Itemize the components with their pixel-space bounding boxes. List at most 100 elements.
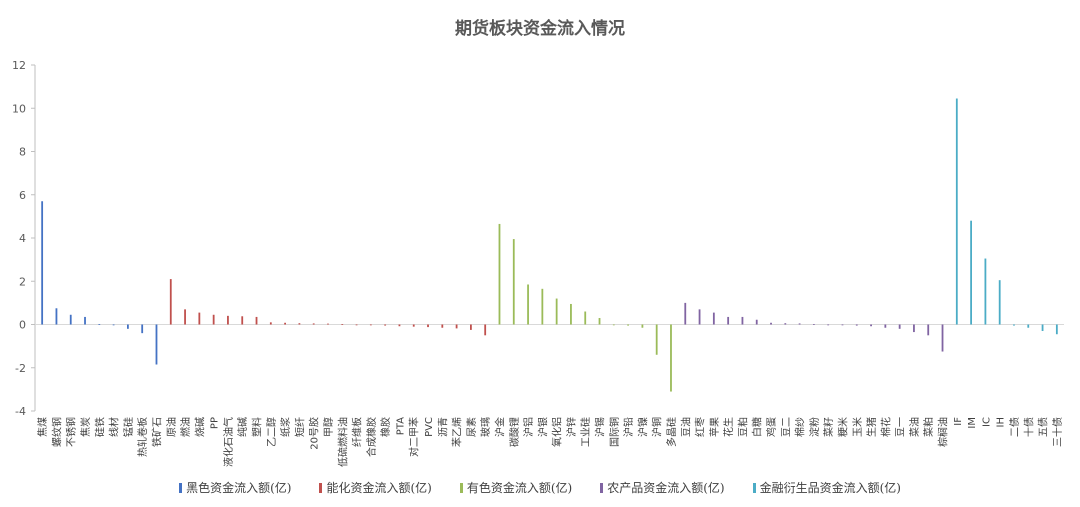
bar-玉米[interactable] (855, 324, 858, 326)
bar-苯乙烯[interactable] (455, 324, 458, 329)
bar-原油[interactable] (169, 279, 172, 325)
bar-沪金[interactable] (498, 223, 501, 325)
bar-短纤[interactable] (298, 323, 301, 325)
category-label: 焦炭 (79, 417, 92, 437)
bar-氧化铝[interactable] (555, 298, 558, 325)
bar-红枣[interactable] (698, 309, 701, 325)
bar-合成橡胶[interactable] (369, 324, 372, 326)
category-label: 铁矿石 (150, 417, 163, 447)
bar-棉纱[interactable] (798, 323, 801, 325)
legend-item[interactable]: 黑色资金流入额(亿) (179, 479, 291, 496)
bar-甲醇[interactable] (327, 323, 329, 325)
category-label: PTA (395, 417, 406, 435)
bar-对二甲苯[interactable] (412, 324, 415, 327)
bar-PVC[interactable] (427, 324, 429, 328)
bar-二债[interactable] (1013, 324, 1015, 326)
category-label: 沪金 (493, 417, 506, 437)
bar-烧碱[interactable] (198, 312, 201, 325)
category-label: 乙二醇 (265, 417, 278, 447)
bar-PP[interactable] (212, 314, 215, 325)
legend-item[interactable]: 农产品资金流入额(亿) (600, 479, 725, 496)
category-label: 硅铁 (93, 417, 106, 437)
bar-菜粕[interactable] (927, 324, 930, 336)
bar-乙二醇[interactable] (269, 322, 272, 325)
bar-燃油[interactable] (184, 309, 186, 325)
bar-橡胶[interactable] (384, 324, 387, 326)
legend[interactable]: 黑色资金流入额(亿) 能化资金流入额(亿) 有色资金流入额(亿) 农产品资金流入额(亿… (0, 479, 1080, 496)
category-label: 甲醇 (322, 417, 335, 437)
bar-低硫燃料油[interactable] (341, 324, 344, 325)
bar-IM[interactable] (970, 220, 972, 325)
category-label: 二债 (1008, 417, 1021, 437)
bar-PTA[interactable] (398, 324, 401, 327)
bar-线材[interactable] (112, 324, 115, 326)
category-label: 橡胶 (379, 417, 392, 437)
bar-工业硅[interactable] (584, 311, 587, 325)
bar-IH[interactable] (998, 280, 1001, 325)
category-labels-group: 焦煤 螺纹钢 不锈钢 焦炭 硅铁 线材 锰硅 热轧卷板 铁矿石 原油 燃油 烧碱 PP 液化石油气 纯碱 塑料… (36, 417, 1064, 467)
legend-item[interactable]: 能化资金流入额(亿) (319, 479, 432, 496)
bar-塑料[interactable] (255, 316, 258, 325)
bar-焦煤[interactable] (41, 201, 44, 325)
category-label: IH (996, 417, 1007, 427)
bar-五债[interactable] (1041, 324, 1044, 331)
bar-沪镍[interactable] (641, 324, 644, 328)
bar-玻璃[interactable] (484, 324, 487, 336)
y-tick-label: -4 (15, 405, 26, 418)
bar-鸡蛋[interactable] (770, 322, 772, 325)
bar-菜油[interactable] (913, 324, 915, 333)
category-label: 菜粕 (922, 417, 935, 437)
bar-硅铁[interactable] (98, 324, 101, 325)
legend-label: 农产品资金流入额(亿) (607, 481, 725, 495)
bar-生猪[interactable] (870, 324, 872, 327)
bar-IC[interactable] (984, 258, 987, 325)
bar-沥青[interactable] (441, 324, 444, 328)
axis-group: -4 -2 0 2 4 6 8 10 12 (12, 59, 1064, 418)
bar-液化石油气[interactable] (227, 315, 229, 325)
legend-swatch (752, 483, 756, 493)
bar-纯碱[interactable] (241, 316, 244, 325)
category-label: PP (210, 417, 221, 429)
bar-国际铜[interactable] (612, 324, 615, 326)
bar-纤维板[interactable] (355, 324, 358, 326)
bar-20号胶[interactable] (312, 323, 315, 325)
bar-多晶硅[interactable] (670, 324, 672, 392)
bar-豆油[interactable] (684, 302, 687, 325)
bar-焦炭[interactable] (84, 316, 86, 325)
bar-沪锡[interactable] (598, 318, 601, 325)
bar-铁矿石[interactable] (155, 324, 158, 365)
bar-尿素[interactable] (470, 324, 472, 330)
category-label: 棉纱 (794, 417, 807, 437)
bar-沪铝[interactable] (527, 284, 529, 325)
bar-淀粉[interactable] (813, 324, 815, 325)
bar-粳米[interactable] (841, 324, 844, 326)
bar-豆粕[interactable] (741, 316, 744, 325)
bar-沪锌[interactable] (570, 303, 572, 325)
bar-十债[interactable] (1027, 324, 1030, 328)
bar-豆二[interactable] (784, 323, 787, 325)
y-tick-label: 2 (19, 275, 26, 288)
bar-碳酸锂[interactable] (512, 239, 515, 325)
bar-热轧卷板[interactable] (141, 324, 144, 334)
bar-白糖[interactable] (755, 319, 758, 325)
bar-沪银[interactable] (541, 288, 544, 325)
bar-IF[interactable] (955, 98, 958, 325)
category-label: 红枣 (694, 417, 707, 437)
bar-沪铅[interactable] (627, 324, 629, 326)
legend-item[interactable]: 有色资金流入额(亿) (459, 479, 572, 496)
bar-三十债[interactable] (1055, 324, 1058, 335)
bar-不锈钢[interactable] (69, 314, 72, 325)
bar-苹果[interactable] (712, 312, 715, 325)
legend-item[interactable]: 金融衍生品资金流入额(亿) (752, 479, 901, 496)
bar-沪铜[interactable] (655, 324, 658, 355)
category-label: 尿素 (465, 417, 478, 437)
bar-纸浆[interactable] (284, 322, 286, 325)
bar-锰硅[interactable] (127, 324, 129, 329)
bar-花生[interactable] (727, 316, 730, 325)
category-label: IM (967, 417, 978, 429)
bar-棉花[interactable] (884, 324, 887, 328)
bar-螺纹钢[interactable] (55, 308, 58, 325)
bar-豆一[interactable] (898, 324, 901, 329)
bar-菜籽[interactable] (827, 324, 830, 326)
bar-棕榈油[interactable] (941, 324, 944, 352)
